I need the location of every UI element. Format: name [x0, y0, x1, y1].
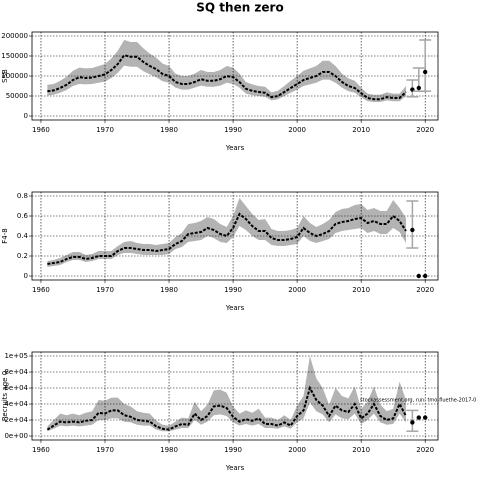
x-tick-label: 1980 [160, 286, 178, 294]
x-axis-label: Years [225, 464, 245, 472]
x-tick-label: 1980 [160, 126, 178, 134]
y-tick-label: 0.8 [17, 192, 28, 200]
y-tick-label: 0 [24, 112, 28, 120]
forecast-point [416, 273, 421, 279]
x-tick-label: 1970 [96, 126, 114, 134]
x-tick-label: 2010 [352, 446, 370, 454]
y-tick-label: 0.4 [17, 232, 29, 240]
forecast-point [410, 420, 415, 425]
confidence-band [47, 356, 406, 432]
estimate-line [47, 212, 407, 265]
x-tick-label: 1970 [96, 446, 114, 454]
x-axis-label: Years [225, 304, 245, 312]
estimate-line [46, 385, 407, 431]
annotation: stockassessment.org, run: tmo-fluethe-20… [360, 398, 476, 404]
confidence-band [47, 198, 406, 267]
x-tick-label: 2000 [288, 286, 306, 294]
x-tick-label: 1980 [160, 446, 178, 454]
y-axis-label: F4-8 [1, 228, 9, 243]
x-tick-label: 1960 [32, 286, 50, 294]
x-tick-label: 2020 [416, 446, 434, 454]
x-tick-label: 2010 [352, 126, 370, 134]
forecast-point [422, 273, 428, 279]
y-tick-label: 4e+04 [4, 400, 28, 408]
x-tick-label: 1960 [32, 446, 50, 454]
y-axis-label: SSB [1, 69, 9, 83]
y-tick-label: 0.2 [17, 252, 28, 260]
forecast-point [416, 415, 421, 420]
plot-frame [31, 351, 439, 441]
x-tick-label: 2000 [288, 446, 306, 454]
confidence-band [47, 40, 406, 102]
chart-title: SQ then zero [196, 1, 283, 15]
x-tick-label: 1970 [96, 286, 114, 294]
x-tick-label: 2020 [416, 126, 434, 134]
plot-frame [31, 191, 439, 281]
y-tick-label: 0.6 [17, 212, 29, 220]
y-tick-label: 50000 [6, 92, 28, 100]
forecast-point [416, 85, 421, 91]
y-tick-label: 0e+00 [4, 432, 28, 440]
x-axis-label: Years [225, 144, 245, 152]
y-axis-label: Recruits age 0 [1, 371, 9, 421]
y-tick-label: 200000 [1, 32, 28, 40]
x-tick-label: 1990 [224, 446, 242, 454]
x-tick-label: 2000 [288, 126, 306, 134]
y-tick-label: 1e+05 [4, 352, 28, 360]
plot-frame [31, 31, 439, 121]
x-tick-label: 2020 [416, 286, 434, 294]
x-tick-label: 2010 [352, 286, 370, 294]
x-tick-label: 1990 [224, 286, 242, 294]
forecast-point [422, 69, 428, 75]
y-tick-label: 0 [24, 272, 28, 280]
y-tick-label: 150000 [1, 52, 28, 60]
y-tick-label: 6e+04 [4, 384, 28, 392]
forecast-point [410, 227, 415, 233]
x-tick-label: 1990 [224, 126, 242, 134]
y-tick-label: 8e+04 [4, 368, 28, 376]
x-tick-label: 1960 [32, 126, 50, 134]
y-tick-label: 2e+04 [4, 416, 28, 424]
y-tick-label: 100000 [1, 72, 28, 80]
forecast-point [422, 415, 428, 420]
estimate-line [47, 54, 407, 101]
